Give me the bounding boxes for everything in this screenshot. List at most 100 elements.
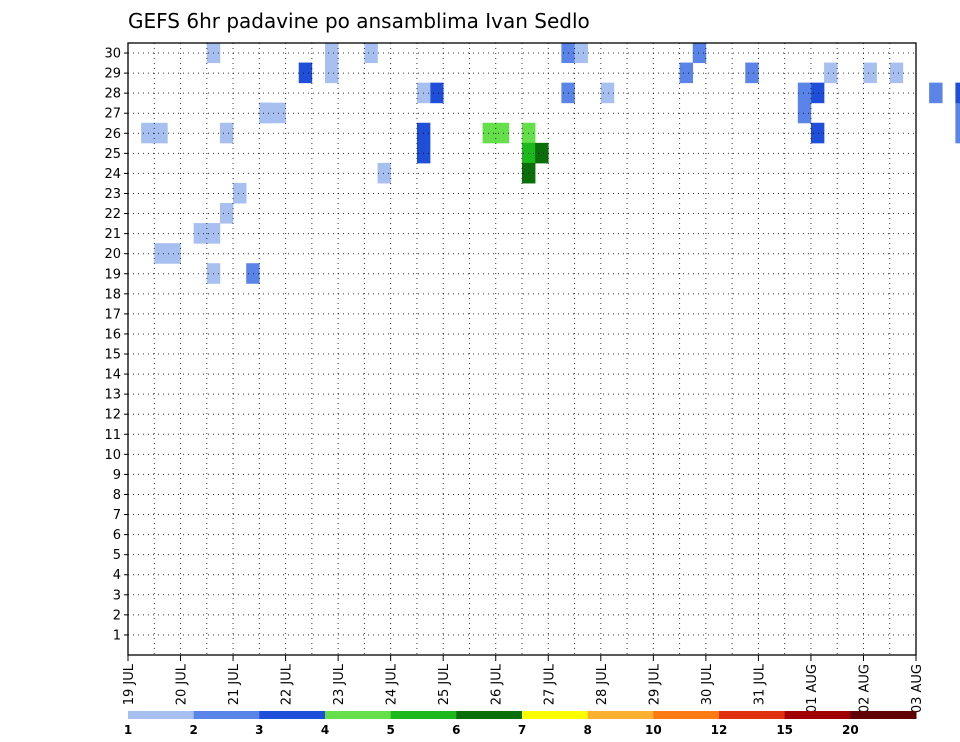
y-tick-label: 24: [104, 167, 121, 182]
heatmap-cell: [955, 82, 960, 104]
colorbar-label: 5: [386, 723, 394, 737]
x-tick-label: 25 JUL: [437, 663, 452, 705]
x-tick-label: 19 JUL: [122, 663, 137, 705]
y-tick-label: 27: [104, 107, 121, 122]
x-tick-label: 24 JUL: [385, 663, 400, 705]
y-tick-label: 18: [104, 287, 121, 302]
colorbar-label: 1: [124, 723, 132, 737]
y-tick-label: 29: [104, 67, 121, 82]
x-tick-label: 22 JUL: [280, 663, 295, 705]
heatmap-cell: [797, 82, 812, 104]
heatmap-cell: [298, 62, 313, 84]
y-tick-label: 30: [104, 47, 121, 62]
colorbar-swatch: [193, 711, 260, 719]
y-tick-label: 19: [104, 267, 121, 282]
heatmap-cell: [482, 122, 497, 144]
heatmap-cell: [692, 42, 707, 64]
colorbar-swatch: [653, 711, 720, 719]
y-tick-label: 2: [113, 608, 121, 623]
y-tick-label: 9: [113, 468, 121, 483]
heatmap-cells: [141, 42, 960, 284]
chart-title: GEFS 6hr padavine po ansamblima Ivan Sed…: [128, 9, 590, 33]
x-tick-label: 01 AUG: [805, 664, 820, 713]
heatmap-cell: [955, 122, 960, 144]
x-tick-label: 31 JUL: [752, 663, 767, 705]
colorbar-swatch: [259, 711, 326, 719]
heatmap-cell: [745, 62, 759, 84]
y-tick-label: 15: [104, 348, 121, 363]
heatmap-cell: [889, 62, 904, 84]
colorbar-label: 12: [711, 723, 728, 737]
y-tick-label: 16: [104, 327, 121, 342]
y-tick-label: 13: [104, 388, 121, 403]
x-tick-label: 23 JUL: [332, 663, 347, 705]
y-tick-label: 11: [104, 428, 121, 443]
colorbar-swatch: [456, 711, 523, 719]
y-axis: 1234567891011121314151617181920212223242…: [104, 47, 128, 643]
x-tick-label: 20 JUL: [175, 663, 190, 705]
heatmap-cell: [495, 122, 510, 144]
y-tick-label: 21: [104, 227, 121, 242]
heatmap-cell: [325, 42, 339, 64]
x-tick-label: 02 AUG: [857, 664, 872, 713]
heatmap-cell: [233, 182, 247, 204]
heatmap-cell: [364, 42, 378, 64]
heatmap-cell: [955, 102, 960, 124]
y-tick-label: 10: [104, 448, 121, 463]
x-tick-label: 30 JUL: [700, 663, 715, 705]
colorbar-swatch: [784, 711, 851, 719]
heatmap-cell: [863, 62, 877, 84]
y-tick-label: 26: [104, 127, 121, 142]
y-tick-label: 14: [104, 368, 121, 383]
x-tick-label: 29 JUL: [647, 663, 662, 705]
colorbar-swatch: [390, 711, 457, 719]
colorbar-swatch: [850, 711, 917, 719]
x-tick-label: 03 AUG: [910, 664, 925, 713]
y-tick-label: 20: [104, 247, 121, 262]
x-tick-label: 28 JUL: [595, 663, 610, 705]
colorbar-label: 6: [452, 723, 460, 737]
y-tick-label: 7: [113, 508, 121, 523]
heatmap-cell: [259, 102, 273, 124]
grid-lines: [127, 43, 917, 655]
heatmap-cell: [574, 42, 588, 64]
heatmap-cell: [219, 203, 234, 224]
x-tick-label: 21 JUL: [227, 663, 242, 705]
y-tick-label: 5: [113, 548, 121, 563]
colorbar-swatch: [587, 711, 654, 719]
x-tick-label: 26 JUL: [490, 663, 505, 705]
colorbar-label: 7: [518, 723, 526, 737]
heatmap-cell: [141, 122, 155, 144]
heatmap-cell: [193, 223, 208, 244]
heatmap-cell: [272, 102, 286, 124]
x-axis: 19 JUL 20 JUL 21 JUL 22 JUL 23 JUL 24 JUL 25 J…: [122, 655, 925, 713]
y-tick-label: 25: [104, 147, 121, 162]
colorbar-label: 10: [645, 723, 662, 737]
y-tick-label: 17: [104, 307, 121, 322]
y-tick-label: 12: [104, 408, 121, 423]
heatmap-cell: [600, 82, 615, 104]
heatmap-cell: [246, 263, 260, 284]
colorbar-swatch: [325, 711, 392, 719]
y-tick-label: 8: [113, 488, 121, 503]
colorbar-label: 4: [321, 723, 329, 737]
y-tick-label: 4: [113, 568, 121, 583]
y-tick-label: 3: [113, 588, 121, 603]
colorbar-label: 2: [189, 723, 197, 737]
heatmap-cell: [824, 62, 838, 84]
colorbar-swatch: [128, 711, 195, 719]
colorbar: 1 2 3 4 5 6 7 8 10 12 15 20: [124, 711, 917, 737]
heatmap-cell: [679, 62, 694, 84]
colorbar-swatch: [719, 711, 786, 719]
heatmap-cell: [219, 122, 234, 144]
y-tick-label: 6: [113, 528, 121, 543]
colorbar-label: 8: [583, 723, 591, 737]
heatmap-cell: [535, 142, 549, 164]
colorbar-label: 20: [842, 723, 859, 737]
y-tick-label: 1: [113, 628, 121, 643]
heatmap-cell: [810, 122, 825, 144]
heatmap-cell: [797, 102, 812, 124]
colorbar-swatch: [522, 711, 589, 719]
y-tick-label: 22: [104, 207, 121, 222]
heatmap-cell: [929, 82, 943, 104]
